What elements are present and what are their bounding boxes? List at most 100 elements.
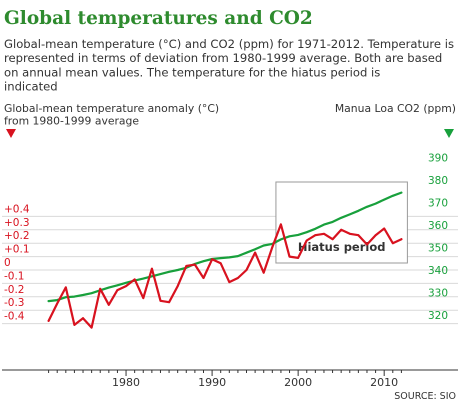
temperature-point xyxy=(194,263,196,266)
co2-point xyxy=(245,251,248,254)
temperature-point xyxy=(202,277,205,279)
temperature-point xyxy=(107,303,110,306)
co2-point xyxy=(280,238,282,241)
co2-point xyxy=(64,296,67,299)
temperature-point xyxy=(237,277,239,279)
co2-point xyxy=(366,205,368,208)
co2-point xyxy=(73,295,76,298)
co2-point xyxy=(323,223,325,226)
co2-point xyxy=(340,216,343,219)
co2-point xyxy=(228,256,231,259)
co2-point xyxy=(142,277,145,280)
co2-point xyxy=(159,273,162,275)
temperature-point xyxy=(348,232,351,235)
x-axis-ticks: 1980 1990 2000 2010 xyxy=(48,370,402,389)
right-tick-label: 320 xyxy=(428,310,448,322)
temperature-line xyxy=(47,223,403,329)
temperature-point xyxy=(168,301,171,304)
temperature-point xyxy=(400,238,403,241)
hiatus-period-box xyxy=(275,181,408,264)
right-tick-label: 370 xyxy=(428,198,448,210)
temperature-point xyxy=(185,265,188,267)
temperature-point xyxy=(314,234,317,237)
co2-axis-marker-icon xyxy=(444,129,454,138)
temperature-point xyxy=(254,251,256,254)
right-tick-label: 340 xyxy=(428,265,448,277)
temperature-point xyxy=(374,234,377,237)
co2-point xyxy=(116,284,119,287)
left-axis-title: Global-mean temperature anomaly (°C) from… xyxy=(4,102,219,128)
temperature-point xyxy=(211,258,214,261)
subtitle-line: on annual mean values. The temperature f… xyxy=(4,65,380,79)
temperature-point xyxy=(82,317,84,320)
co2-point xyxy=(125,281,127,284)
co2-point xyxy=(168,270,171,273)
temperature-point xyxy=(280,223,282,226)
temperature-point xyxy=(383,227,386,230)
co2-point xyxy=(314,227,317,230)
left-tick-label: +0.2 xyxy=(4,230,30,242)
left-tick-label: -0.4 xyxy=(4,311,25,323)
co2-point xyxy=(107,286,110,289)
co2-point xyxy=(254,248,256,251)
right-tick-label: 390 xyxy=(428,153,448,165)
chart-subtitle: Global-mean temperature (°C) and CO2 (pp… xyxy=(4,37,454,94)
temperature-point xyxy=(56,302,59,305)
co2-point xyxy=(237,255,239,257)
temperature-point xyxy=(99,287,102,290)
co2-line xyxy=(47,191,403,303)
temperature-point xyxy=(90,326,93,329)
left-tick-label: -0.1 xyxy=(4,270,25,282)
left-tick-label: 0 xyxy=(4,257,11,269)
left-axis-title-line: from 1980-1999 average xyxy=(4,115,139,128)
co2-point xyxy=(391,194,394,197)
co2-point xyxy=(47,300,50,302)
right-tick-label: 330 xyxy=(428,288,448,300)
temperature-point xyxy=(228,281,231,283)
co2-point xyxy=(331,221,334,223)
temperature-point xyxy=(73,324,76,326)
x-tick-label: 2000 xyxy=(284,376,312,389)
co2-point xyxy=(262,244,265,247)
temperature-point xyxy=(331,238,334,241)
temperature-series xyxy=(47,223,403,329)
right-tick-label: 360 xyxy=(428,220,448,232)
temperature-point xyxy=(219,262,222,265)
co2-point xyxy=(383,198,386,201)
temperature-point xyxy=(297,257,299,259)
right-tick-label: 350 xyxy=(428,243,448,255)
co2-point xyxy=(151,275,153,278)
right-tick-label: 380 xyxy=(428,175,448,187)
source-note: SOURCE: SIO xyxy=(394,391,456,402)
subtitle-line: indicated xyxy=(4,80,58,94)
temperature-point xyxy=(142,297,145,299)
right-axis-title: Manua Loa CO2 (ppm) xyxy=(335,102,456,115)
co2-point xyxy=(219,257,222,259)
co2-point xyxy=(90,292,93,295)
temperature-point xyxy=(366,243,368,246)
temperature-point xyxy=(125,285,127,287)
temperature-point xyxy=(64,286,67,289)
co2-point xyxy=(374,202,377,205)
temperature-point xyxy=(391,242,394,245)
left-tick-label: -0.3 xyxy=(4,297,25,309)
x-tick-label: 1990 xyxy=(198,376,226,389)
temperature-point xyxy=(305,239,308,242)
co2-point xyxy=(288,235,291,238)
left-axis-title-line: Global-mean temperature anomaly (°C) xyxy=(4,102,219,115)
co2-point xyxy=(176,269,179,271)
co2-point xyxy=(305,231,308,234)
temperature-point xyxy=(340,228,343,231)
temperature-point xyxy=(262,271,265,274)
chart-title: Global temperatures and CO2 xyxy=(4,8,313,29)
co2-point xyxy=(297,234,299,236)
temperature-axis-marker-icon xyxy=(6,129,16,138)
left-tick-label: +0.3 xyxy=(4,217,30,229)
right-axis-tick-labels: 390 380 370 360 350 340 330 320 xyxy=(428,153,448,323)
co2-point xyxy=(202,260,205,263)
subtitle-line: represented in terms of deviation from 1… xyxy=(4,51,442,65)
x-tick-label: 2010 xyxy=(370,376,398,389)
temperature-point xyxy=(159,299,162,302)
co2-point xyxy=(400,191,403,194)
